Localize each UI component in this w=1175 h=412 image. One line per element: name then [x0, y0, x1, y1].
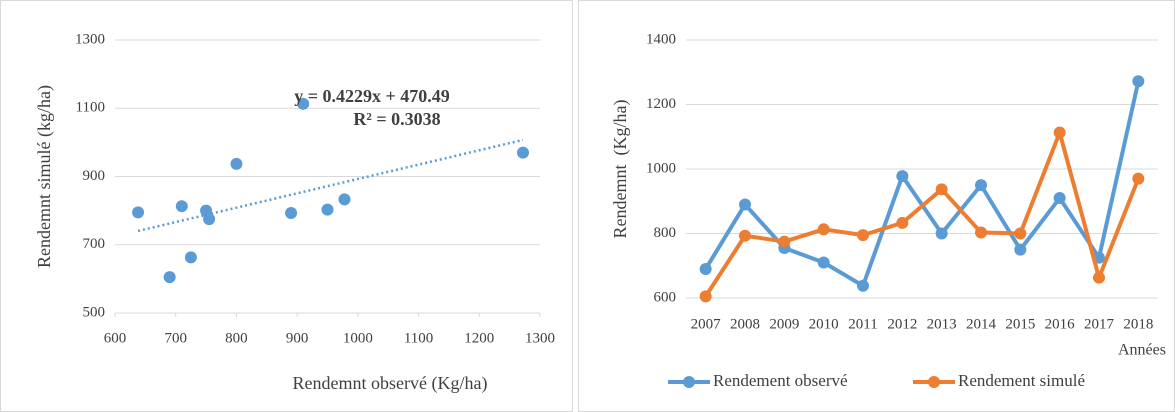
marker	[1014, 243, 1027, 256]
point	[200, 204, 213, 217]
legend-marker	[928, 376, 940, 388]
marker	[975, 179, 987, 192]
point	[338, 193, 351, 206]
x-tick-label: 600	[104, 330, 127, 346]
marker	[699, 262, 712, 275]
marker	[935, 227, 948, 240]
marker	[857, 279, 869, 292]
marker	[896, 216, 909, 229]
y-tick-label: 1000	[646, 160, 676, 176]
point	[163, 271, 176, 284]
x-tick-label: 2007	[691, 316, 722, 332]
x-tick-label: 2016	[1045, 316, 1076, 332]
x-tick-label: 2017	[1084, 316, 1115, 332]
point	[184, 251, 197, 264]
y-tick-label: 1300	[75, 31, 105, 47]
x-tick-label: 800	[225, 330, 248, 346]
marker	[857, 229, 869, 242]
marker	[896, 170, 909, 183]
y-tick-label: 1100	[76, 100, 105, 116]
legend-marker	[683, 376, 695, 388]
legend-label: Rendement simulé	[958, 371, 1085, 390]
point	[132, 206, 145, 219]
marker	[739, 229, 751, 242]
x-tick-label: 700	[164, 330, 187, 346]
x-tick-label: 2014	[966, 316, 997, 332]
x-tick-label: 2018	[1123, 316, 1153, 332]
x-tick-label: 1300	[525, 330, 555, 346]
left-panel	[0, 0, 573, 412]
point	[297, 97, 310, 110]
y-tick-label: 900	[83, 168, 106, 184]
y-tick-label: 700	[83, 236, 106, 252]
x-tick-label: 2008	[730, 316, 760, 332]
marker	[699, 290, 712, 303]
series-line	[703, 130, 1141, 298]
marker	[975, 226, 987, 239]
marker	[1132, 172, 1145, 185]
x-tick-label: 2010	[809, 316, 839, 332]
point	[321, 203, 334, 216]
marker	[1053, 126, 1066, 139]
x-tick-label: 1100	[404, 330, 433, 346]
x-tick-label: 2012	[887, 316, 917, 332]
x-tick-label: 900	[286, 330, 309, 346]
marker	[778, 235, 791, 248]
y-tick-label: 800	[654, 225, 677, 241]
legend-label: Rendement observé	[713, 371, 848, 390]
x-tick-label: 1200	[464, 330, 494, 346]
marker	[1132, 75, 1145, 88]
point	[175, 200, 188, 213]
point	[230, 157, 243, 170]
x-axis-label: Années	[1118, 342, 1166, 359]
y-tick-label: 600	[654, 289, 677, 305]
marker	[1014, 227, 1027, 240]
y-axis-label: Rendemnt simulé (kg/ha)	[34, 85, 55, 268]
y-tick-label: 1400	[646, 31, 676, 47]
right-panel	[578, 0, 1175, 412]
marker	[935, 183, 948, 196]
point	[517, 146, 529, 159]
x-tick-label: 2015	[1005, 316, 1035, 332]
annotation: R² = 0.3038	[353, 109, 440, 129]
x-tick-label: 1000	[343, 330, 373, 346]
marker	[1053, 192, 1066, 205]
x-tick-label: 2011	[848, 316, 877, 332]
marker	[817, 223, 830, 236]
y-tick-label: 1200	[646, 96, 676, 112]
x-axis-label: Rendemnt observé (Kg/ha)	[293, 373, 488, 394]
y-tick-label: 500	[83, 304, 106, 320]
point	[285, 207, 298, 220]
y-axis-label: Rendemnt (Kg/ha)	[610, 100, 631, 239]
marker	[739, 198, 751, 211]
annotation: y = 0.4229x + 470.49	[294, 86, 450, 106]
marker	[817, 256, 830, 269]
x-tick-label: 2009	[769, 316, 799, 332]
trendline	[137, 138, 524, 233]
marker	[1093, 271, 1105, 284]
x-tick-label: 2013	[927, 316, 957, 332]
